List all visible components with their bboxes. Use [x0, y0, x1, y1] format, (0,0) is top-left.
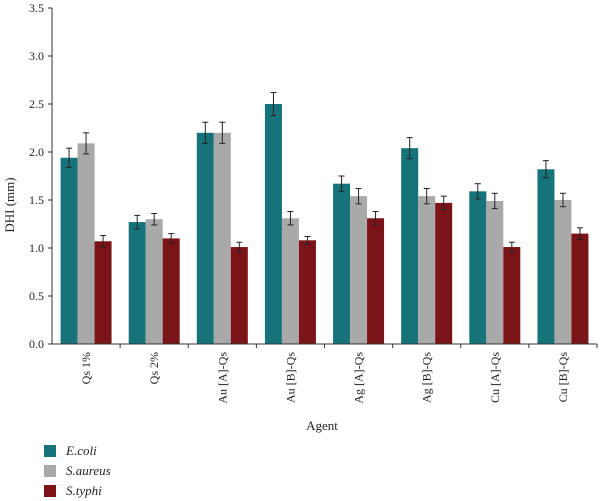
bar — [367, 218, 385, 344]
bar — [264, 104, 282, 344]
x-tick-label: Qs 2% — [147, 352, 161, 384]
legend-swatch — [44, 485, 56, 497]
legend-label: S.aureus — [66, 463, 111, 478]
y-tick-label: 1.0 — [29, 241, 44, 255]
y-axis-title: DHI (mm) — [2, 177, 17, 232]
bar — [418, 196, 436, 344]
x-tick-label: Cu [B]-Qs — [556, 352, 570, 403]
x-tick-label: Ag [A]-Qs — [352, 352, 366, 404]
bar — [469, 191, 487, 344]
legend-label: S.typhi — [66, 483, 102, 498]
legend-swatch — [44, 445, 56, 457]
y-tick-label: 3.0 — [29, 49, 44, 63]
x-tick-label: Au [B]-Qs — [283, 352, 297, 403]
bar — [128, 222, 146, 344]
y-tick-label: 2.5 — [29, 97, 44, 111]
error-bars-layer — [66, 91, 583, 253]
bar — [230, 247, 248, 344]
bar — [196, 132, 214, 344]
bar — [281, 218, 299, 344]
y-tick-label: 1.5 — [29, 193, 44, 207]
legend-label: E.coli — [66, 443, 97, 458]
bars-layer — [60, 104, 589, 344]
bar — [486, 200, 504, 344]
bar — [213, 132, 231, 344]
bar — [145, 219, 163, 344]
x-axis-title: Agent — [306, 418, 338, 433]
bar — [537, 169, 555, 344]
bar — [350, 196, 368, 344]
bar — [94, 241, 112, 344]
bar — [298, 240, 316, 344]
axes-layer: 0.0 0.5 1.0 1.5 2.0 2.5 3.0 3.5 Qs 1% Qs 2% Au [A]… — [29, 1, 598, 404]
bar — [503, 247, 521, 344]
bar — [401, 148, 419, 344]
legend-item: S.aureus — [44, 461, 111, 481]
bar — [77, 143, 95, 344]
bar — [571, 233, 589, 344]
bar — [435, 202, 453, 344]
x-tick-label: Au [A]-Qs — [215, 352, 229, 404]
x-tick-label: Ag [B]-Qs — [420, 352, 434, 403]
y-tick-label: 0.5 — [29, 289, 44, 303]
bar — [60, 157, 78, 344]
bar — [333, 183, 351, 344]
y-tick-label: 2.0 — [29, 145, 44, 159]
x-tick-label: Qs 1% — [79, 352, 93, 384]
y-tick-label: 0.0 — [29, 337, 44, 351]
bar — [162, 238, 180, 344]
y-tick-label: 3.5 — [29, 1, 44, 15]
legend-item: S.typhi — [44, 481, 111, 501]
legend-item: E.coli — [44, 441, 111, 461]
bar — [554, 200, 572, 344]
x-tick-label: Cu [A]-Qs — [488, 352, 502, 403]
legend: E.coli S.aureus S.typhi — [44, 441, 111, 501]
legend-swatch — [44, 465, 56, 477]
